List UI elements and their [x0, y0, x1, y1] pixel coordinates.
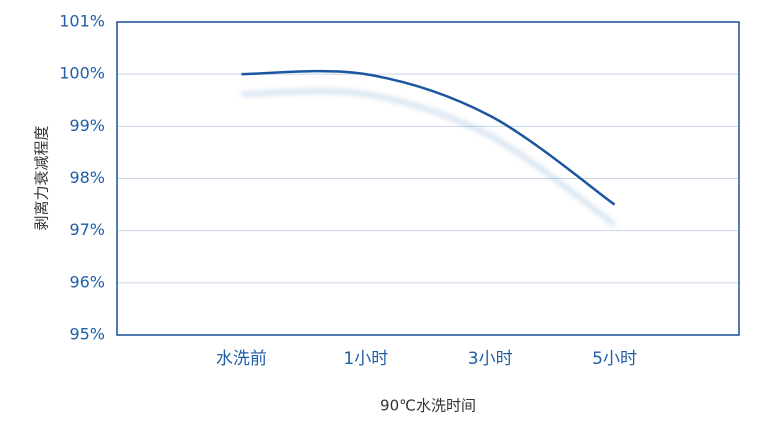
- x-tick-label: 3小时: [468, 349, 513, 369]
- x-axis-label: 90℃水洗时间: [380, 397, 476, 415]
- x-tick-label: 5小时: [592, 349, 637, 369]
- plot-frame: [116, 21, 740, 336]
- y-tick-label: 95%: [69, 325, 105, 344]
- y-tick-label: 98%: [69, 168, 105, 187]
- x-tick-label: 1小时: [343, 349, 388, 369]
- y-axis-label: 剥离力衰减程度: [33, 125, 51, 230]
- line: [241, 69, 616, 206]
- y-tick-label: 100%: [59, 64, 105, 83]
- y-tick-label: 96%: [69, 272, 105, 291]
- x-tick-label: 水洗前: [216, 349, 267, 369]
- y-tick-label: 101%: [59, 12, 105, 31]
- y-tick-label: 97%: [69, 220, 105, 239]
- y-tick-label: 99%: [69, 116, 105, 135]
